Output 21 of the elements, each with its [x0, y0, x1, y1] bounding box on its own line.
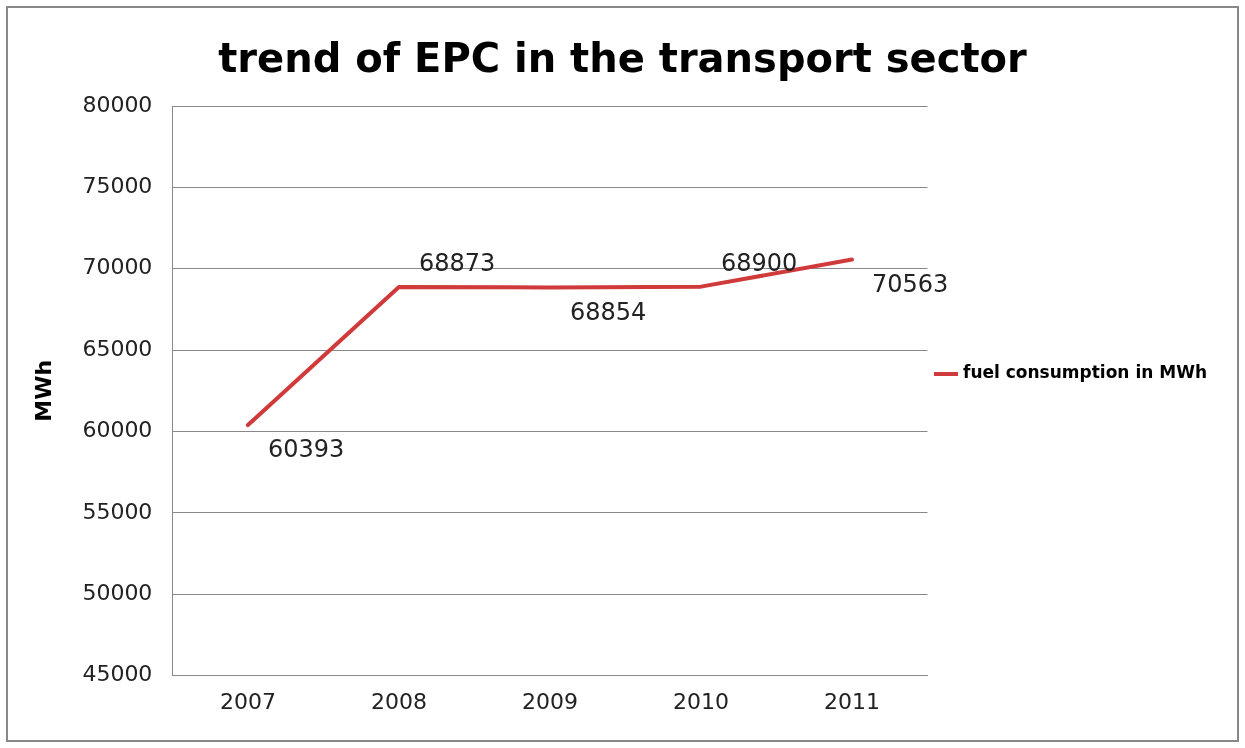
data-label: 68873: [418, 249, 496, 278]
x-tick-label: 2010: [672, 688, 729, 714]
y-tick-label: 45000: [82, 661, 153, 687]
data-label: 60393: [267, 435, 345, 464]
chart-title: trend of EPC in the transport sector: [218, 35, 1028, 82]
data-label: 70563: [871, 269, 949, 298]
y-axis-title: MWh: [30, 359, 56, 422]
y-tick-label: 65000: [82, 335, 153, 361]
y-tick-label: 75000: [82, 173, 153, 199]
x-tick-label: 2007: [219, 688, 276, 714]
legend-label: fuel consumption in MWh: [962, 362, 1208, 383]
x-tick-label: 2008: [370, 688, 427, 714]
y-tick-label: 80000: [82, 91, 153, 117]
data-label: 68900: [720, 248, 798, 277]
y-tick-label: 55000: [82, 498, 153, 524]
y-tick-label: 50000: [82, 579, 153, 605]
x-tick-label: 2011: [823, 688, 880, 714]
y-tick-label: 70000: [82, 254, 153, 280]
x-tick-label: 2009: [521, 688, 578, 714]
y-tick-label: 60000: [82, 417, 153, 443]
data-label: 68854: [569, 297, 647, 326]
